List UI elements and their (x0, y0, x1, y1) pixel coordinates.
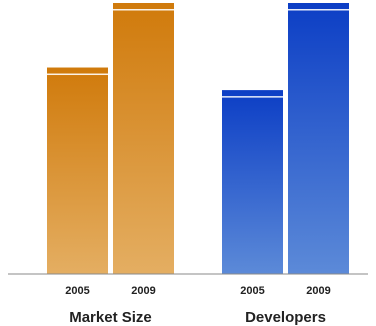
bars-layer (47, 3, 349, 275)
bar-developers-2009 (288, 3, 349, 274)
tick-label-2005: 2005 (240, 285, 264, 297)
bar-market-size-2009 (113, 3, 174, 274)
tick-label-2005: 2005 (65, 285, 89, 297)
group-label-developers: Developers (245, 309, 326, 326)
group-label-market-size: Market Size (69, 309, 152, 326)
tick-label-2009: 2009 (306, 285, 330, 297)
labels-layer: 2005 2009 Market Size 2005 2009 Developers (65, 285, 330, 326)
bar-highlight-stripe (47, 73, 108, 76)
bar-highlight-stripe (222, 96, 283, 98)
bar-market-size-2005 (47, 67, 108, 275)
bar-highlight-stripe (113, 9, 174, 11)
bar-developers-2005 (222, 90, 283, 274)
bar-highlight-stripe (288, 9, 349, 11)
tick-label-2009: 2009 (131, 285, 155, 297)
